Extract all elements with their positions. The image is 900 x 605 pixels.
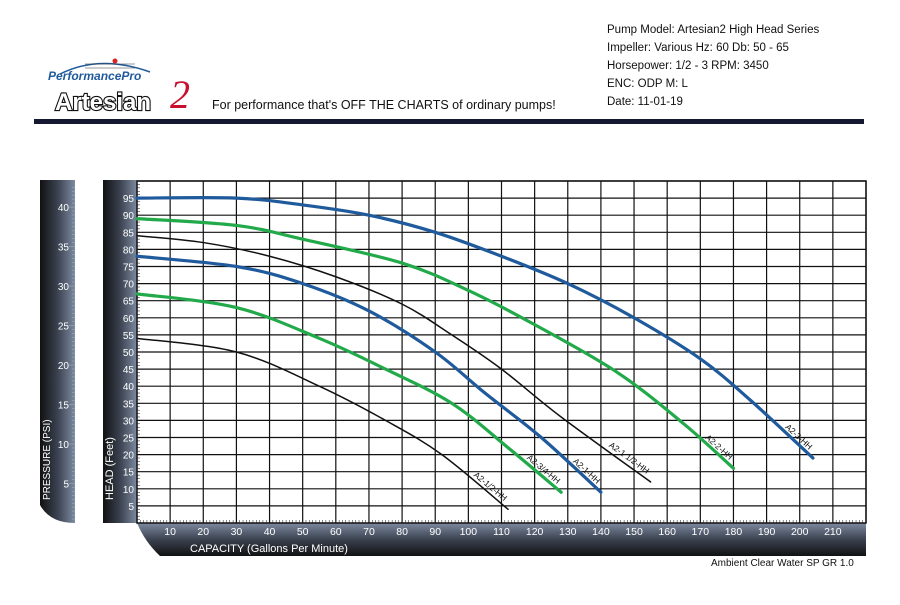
svg-text:2: 2 xyxy=(170,72,190,114)
x-axis-label: CAPACITY (Gallons Per Minute) xyxy=(190,543,348,555)
y2-tick-label: 20 xyxy=(58,361,70,372)
header-divider xyxy=(34,119,864,124)
y-tick-label: 20 xyxy=(123,451,135,462)
x-tick-label: 80 xyxy=(396,526,408,538)
x-tick-label: 70 xyxy=(363,526,375,538)
x-tick-label: 140 xyxy=(592,526,610,538)
x-tick-label: 170 xyxy=(692,526,710,538)
y2-tick-label: 40 xyxy=(58,203,70,214)
y2-tick-label: 25 xyxy=(58,322,70,333)
x-tick-label: 190 xyxy=(758,526,776,538)
capacity-axis-bar xyxy=(137,523,866,556)
footer-note: Ambient Clear Water SP GR 1.0 xyxy=(711,558,854,569)
spec-enc: ENC: ODP M: L xyxy=(607,78,688,90)
y2-tick-label: 10 xyxy=(58,440,70,451)
performancepro-artesian2-logo: PerformancePro Artesian 2 xyxy=(40,58,210,119)
y-tick-label: 60 xyxy=(123,314,135,325)
pressure-axis-bar xyxy=(40,180,75,523)
svg-text:PerformancePro: PerformancePro xyxy=(48,69,141,83)
curve-a2-1-2-hh xyxy=(136,337,509,511)
y-tick-label: 25 xyxy=(123,434,135,445)
curve-a2-2-hh xyxy=(135,217,736,470)
y-tick-label: 45 xyxy=(123,365,135,376)
y2-tick-label: 15 xyxy=(58,401,70,412)
x-tick-label: 200 xyxy=(791,526,809,538)
x-tick-label: 160 xyxy=(658,526,676,538)
y-tick-label: 80 xyxy=(123,245,135,256)
x-tick-label: 100 xyxy=(460,526,478,538)
x-tick-label: 150 xyxy=(625,526,643,538)
y-axis-label: HEAD (Feet) xyxy=(104,437,116,500)
x-tick-label: 110 xyxy=(493,526,510,538)
y-tick-label: 40 xyxy=(123,382,135,393)
head-axis-bar xyxy=(103,180,137,523)
y2-tick-label: 35 xyxy=(58,243,70,254)
y2-tick-label: 30 xyxy=(58,282,70,293)
y-tick-label: 65 xyxy=(123,297,135,308)
x-tick-label: 30 xyxy=(231,526,243,538)
x-tick-label: 90 xyxy=(429,526,441,538)
x-tick-label: 180 xyxy=(725,526,743,538)
curve-a2-1-1-2-hh xyxy=(136,234,652,483)
y-tick-label: 75 xyxy=(123,263,135,274)
x-tick-label: 10 xyxy=(164,526,176,538)
y-tick-label: 30 xyxy=(123,416,135,427)
spec-date: Date: 11-01-19 xyxy=(607,96,683,108)
y2-tick-label: 5 xyxy=(63,480,69,491)
x-tick-label: 130 xyxy=(559,526,577,538)
x-tick-label: 210 xyxy=(824,526,842,538)
spec-impeller: Impeller: Various Hz: 60 Db: 50 - 65 xyxy=(607,42,789,54)
spec-horsepower: Horsepower: 1/2 - 3 RPM: 3450 xyxy=(607,60,769,72)
x-tick-label: 60 xyxy=(330,526,342,538)
curve-a2-1-hh xyxy=(135,254,603,494)
y-tick-label: 85 xyxy=(123,228,135,239)
x-tick-label: 50 xyxy=(297,526,309,538)
y-tick-label: 5 xyxy=(128,502,134,513)
x-tick-label: 20 xyxy=(197,526,209,538)
curve-a2-3-hh xyxy=(135,195,815,460)
spec-pump-model: Pump Model: Artesian2 High Head Series xyxy=(607,24,820,36)
y2-axis-label: PRESSURE (PSI) xyxy=(42,419,53,500)
y-tick-label: 70 xyxy=(123,280,135,291)
y-tick-label: 55 xyxy=(123,331,135,342)
y-tick-label: 50 xyxy=(123,348,135,359)
curve-a2-3-4-hh xyxy=(135,292,563,494)
y-tick-label: 90 xyxy=(123,211,135,222)
y-tick-label: 95 xyxy=(123,194,135,205)
x-tick-label: 40 xyxy=(264,526,276,538)
x-tick-label: 120 xyxy=(526,526,544,538)
y-tick-label: 35 xyxy=(123,399,135,410)
tagline: For performance that's OFF THE CHARTS of… xyxy=(212,98,556,112)
y-tick-label: 15 xyxy=(123,468,135,479)
svg-text:Artesian: Artesian xyxy=(55,89,151,114)
y-tick-label: 10 xyxy=(123,485,135,496)
